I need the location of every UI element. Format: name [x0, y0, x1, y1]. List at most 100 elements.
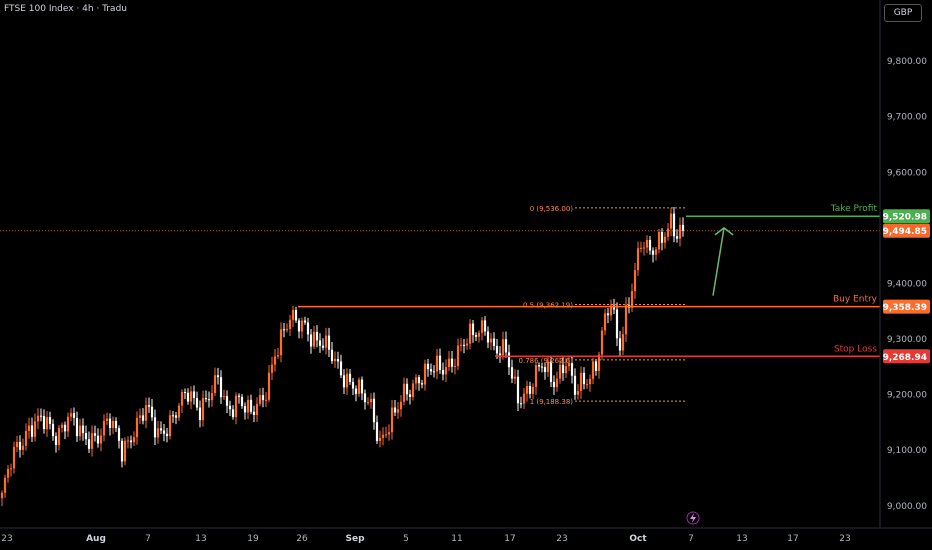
candle-body	[312, 331, 316, 347]
candle-body	[558, 364, 562, 379]
candle	[267, 365, 271, 403]
candle-body	[210, 393, 214, 401]
candle-body	[411, 383, 415, 397]
candle-body	[582, 372, 586, 385]
candle	[54, 432, 58, 453]
candle	[183, 388, 187, 400]
take-profit-price-tag[interactable]: 9,520.98	[883, 209, 930, 224]
candle	[141, 408, 145, 425]
candle	[639, 241, 643, 253]
candle	[219, 370, 223, 404]
time-tick-label: 11	[451, 534, 462, 544]
candle-body	[15, 442, 19, 448]
candle	[486, 326, 490, 349]
buy-entry-label: Buy Entry	[833, 295, 878, 305]
candle-body	[648, 239, 652, 251]
candle	[609, 299, 613, 321]
candle-body	[195, 398, 199, 408]
candle	[651, 247, 655, 263]
candle-body	[276, 355, 280, 357]
candle-body	[234, 395, 238, 418]
candle	[345, 368, 349, 395]
candle	[228, 400, 232, 417]
symbol-title[interactable]: FTSE 100 Index · 4h · Tradu	[4, 4, 127, 14]
candle	[351, 377, 355, 396]
candle	[492, 332, 496, 351]
candle	[360, 376, 364, 400]
candle-body	[642, 247, 646, 249]
candle	[468, 319, 472, 350]
candle-body	[405, 383, 409, 395]
candle-body	[561, 364, 565, 374]
time-tick-label: 23	[1, 534, 12, 544]
candle	[525, 380, 529, 402]
candle	[348, 368, 352, 385]
candle-body	[654, 249, 658, 255]
candle	[594, 358, 598, 376]
candle-body	[372, 398, 376, 423]
candle	[156, 420, 160, 444]
candle	[303, 316, 307, 325]
time-axis-panel[interactable]	[0, 528, 932, 550]
candle	[198, 400, 202, 428]
candle-body	[243, 406, 247, 413]
candle-body	[165, 433, 169, 437]
candle	[294, 306, 298, 323]
price-tick-label: 9,700.00	[887, 113, 927, 123]
buy-entry-price-tag[interactable]: 9,358.39	[883, 299, 930, 314]
flash-icon[interactable]	[686, 511, 700, 525]
candle	[84, 425, 88, 445]
candle	[660, 228, 664, 251]
candle	[369, 393, 373, 409]
candle-body	[45, 417, 49, 429]
price-axis-panel[interactable]	[880, 0, 932, 550]
price-tick-label: 9,400.00	[887, 279, 927, 289]
time-tick-label: 23	[556, 534, 567, 544]
fib-level-label: 1 (9,188.38)	[530, 398, 574, 406]
last-price-tag-box	[883, 223, 930, 238]
candle-body	[603, 313, 607, 331]
currency-button[interactable]: GBP	[884, 4, 922, 22]
candle-body	[618, 338, 622, 351]
candle-body	[387, 432, 391, 435]
time-tick-label: 17	[504, 534, 515, 544]
candle	[186, 388, 190, 405]
candle-body	[78, 425, 82, 437]
candle	[312, 325, 316, 350]
candle-body	[492, 338, 496, 346]
candle-body	[678, 224, 682, 239]
candle-body	[534, 365, 538, 387]
candle-body	[261, 395, 265, 401]
candle-body	[111, 420, 115, 428]
candle-body	[177, 405, 181, 418]
candle-body	[0, 492, 4, 499]
buy-entry-price-tag-box	[883, 299, 930, 314]
candle	[447, 350, 451, 372]
candle-body	[501, 339, 505, 356]
candle	[606, 308, 610, 324]
candle	[276, 347, 280, 359]
candle	[138, 408, 142, 424]
candle	[339, 354, 343, 379]
candle-body	[555, 378, 559, 388]
stop-loss-price-tag[interactable]: 9,268.94	[883, 349, 930, 364]
candle	[75, 411, 79, 442]
candle-body	[591, 361, 595, 379]
candle-body	[198, 407, 202, 420]
candle	[459, 338, 463, 352]
candle-body	[507, 352, 511, 368]
candle-body	[42, 416, 46, 429]
candle	[30, 417, 34, 443]
last-price-tag[interactable]: 9,494.85	[883, 223, 930, 238]
candle	[357, 377, 361, 397]
candle	[600, 326, 604, 360]
candle	[192, 385, 196, 405]
candle	[678, 217, 682, 247]
candle	[630, 283, 634, 313]
candle-body	[498, 353, 502, 356]
candle-body	[6, 468, 10, 478]
candle	[207, 391, 211, 408]
candle-body	[459, 344, 463, 346]
candle-body	[240, 396, 244, 407]
